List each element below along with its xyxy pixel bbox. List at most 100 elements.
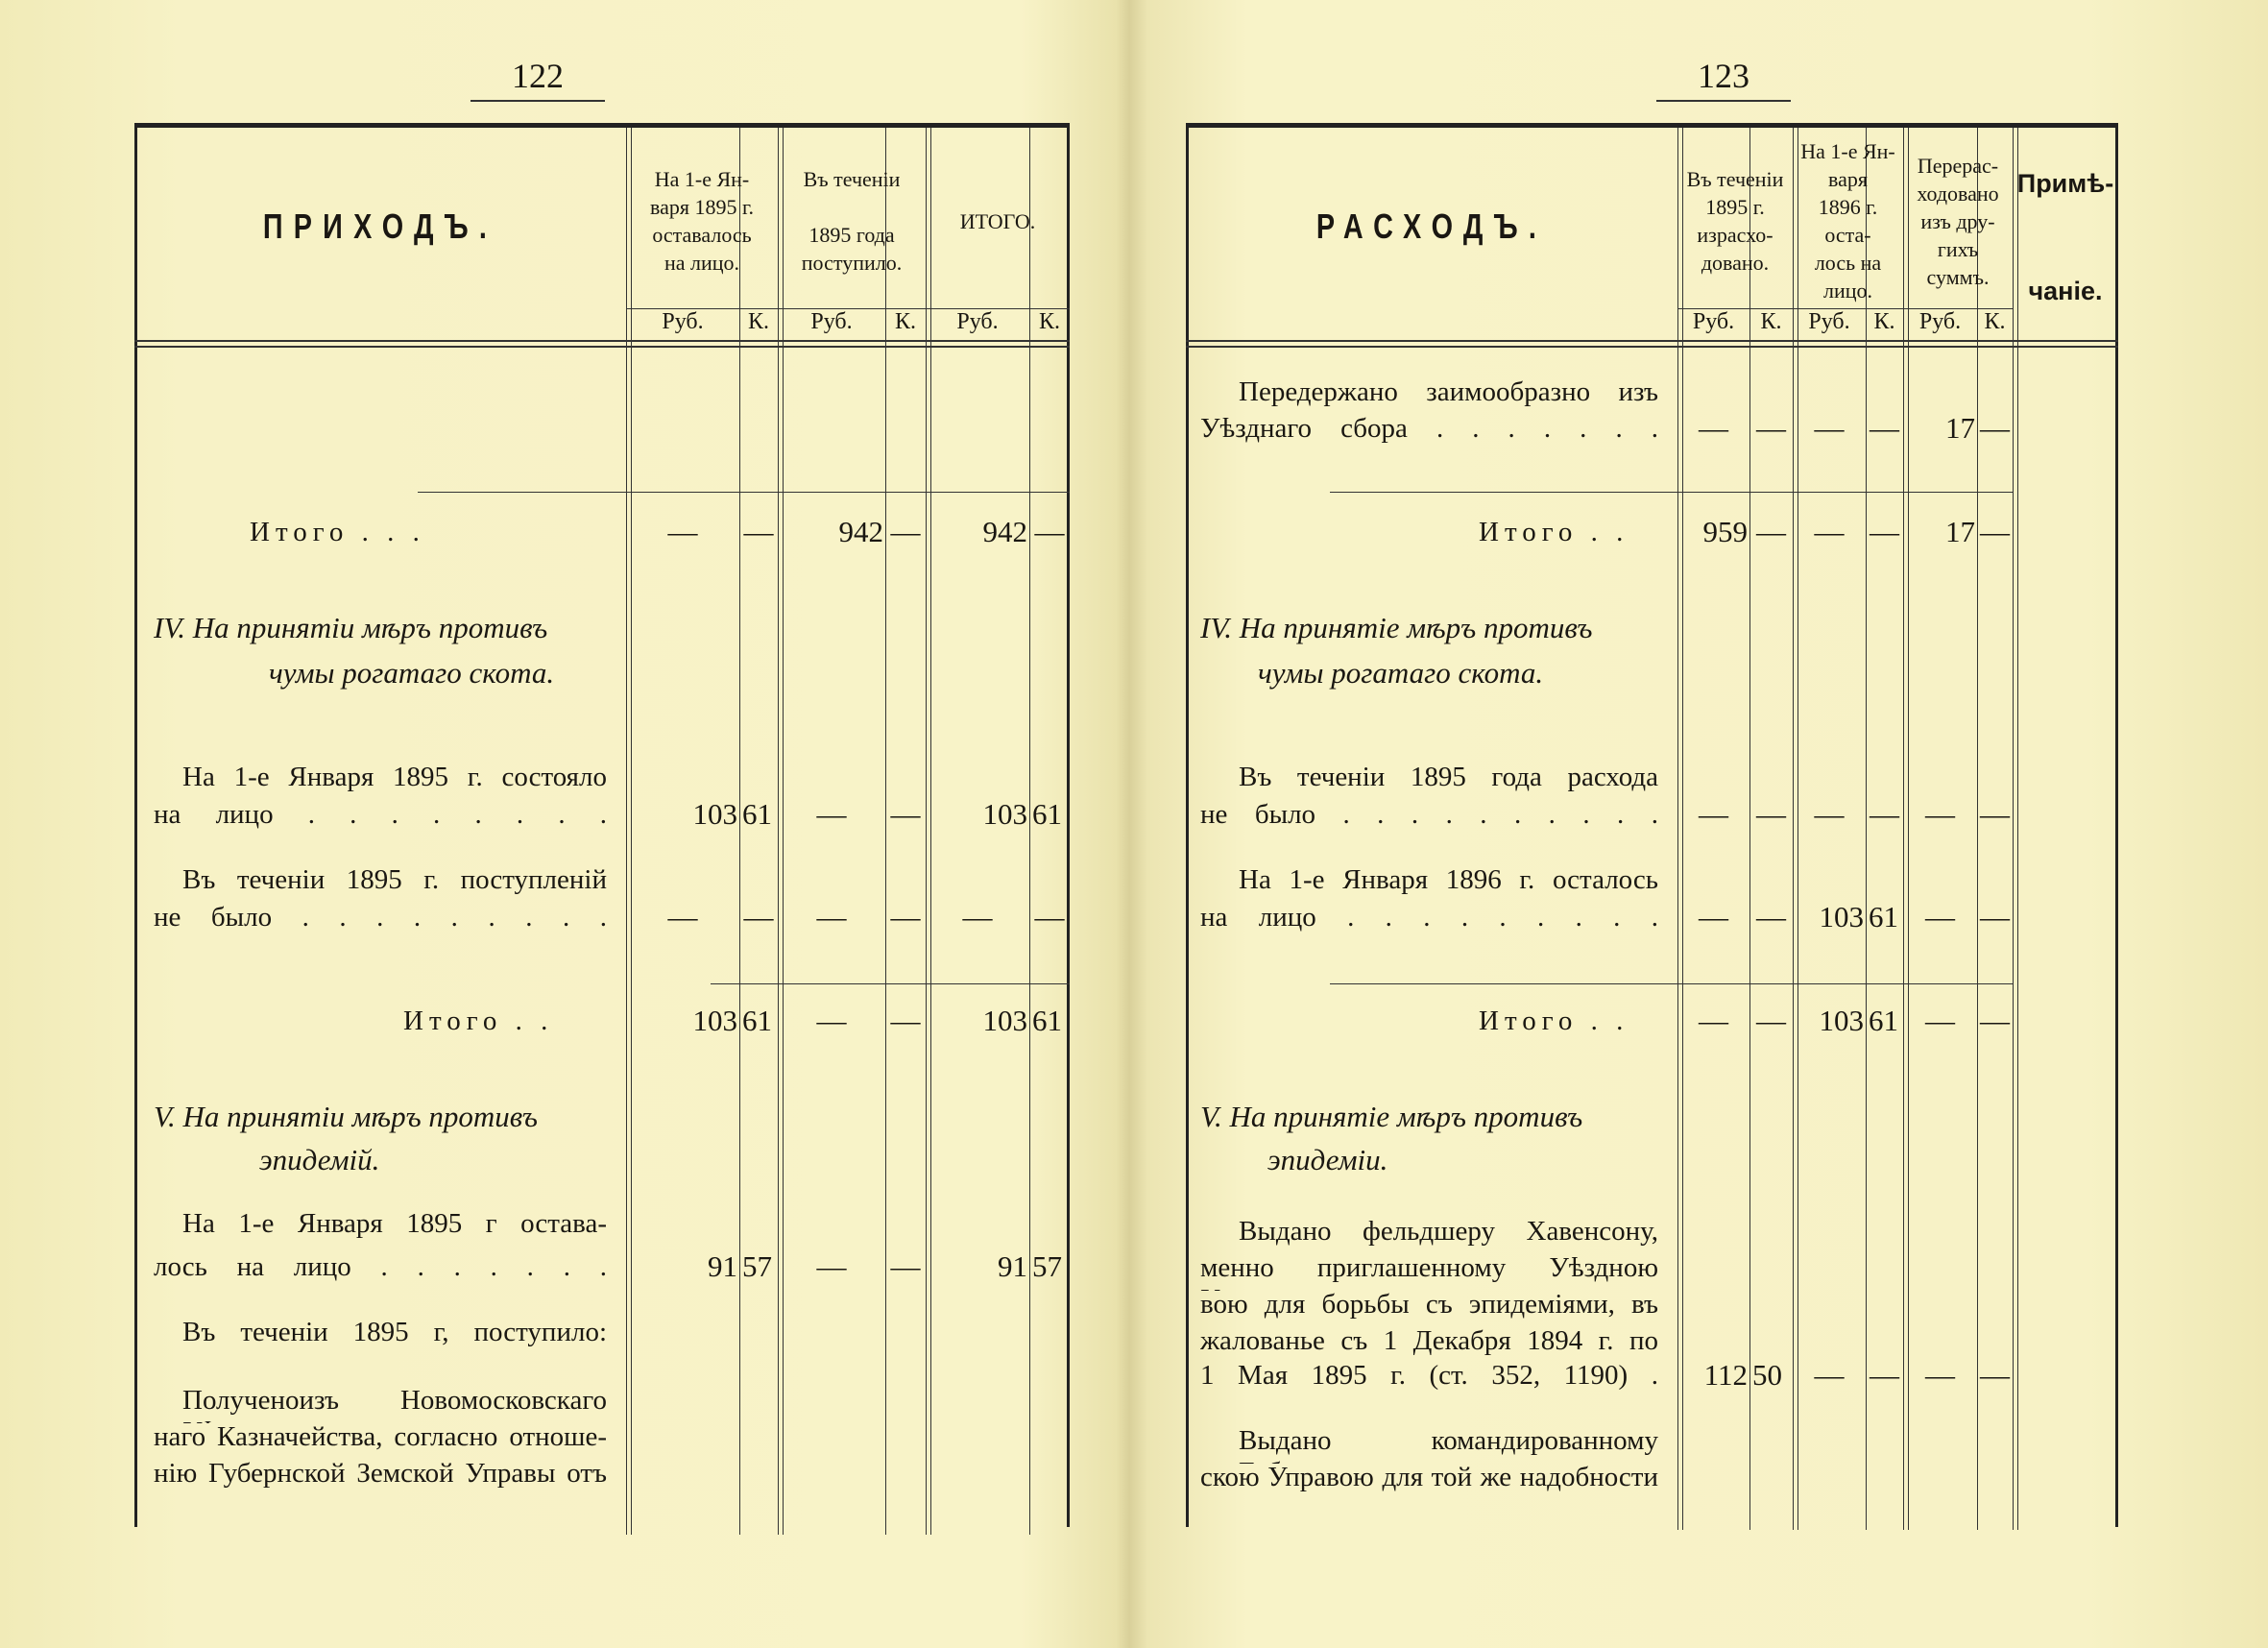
- section-title: ПРИХОДЪ.: [262, 206, 498, 246]
- row-text: менно приглашенному Уѣздною Упра-: [1200, 1252, 1658, 1291]
- amount-cell: —: [1756, 411, 1786, 445]
- total-rule: [1330, 492, 2013, 493]
- amount-cell: —: [1925, 900, 1955, 933]
- column-header-line: израсхо-: [1697, 223, 1773, 247]
- amount-cell: —: [1814, 797, 1845, 831]
- amount-cell: —: [816, 900, 847, 933]
- column-header-line: На 1-е Ян-: [1800, 139, 1895, 163]
- amount-cell: 50: [1752, 1358, 1782, 1392]
- amount-cell: —: [1699, 797, 1728, 831]
- total-label: Итого . . .: [250, 517, 425, 547]
- amount-cell: —: [1980, 1004, 2010, 1037]
- amount-cell: —: [890, 1004, 921, 1037]
- column-divider: [626, 128, 632, 1535]
- row-text: На 1-е Января 1895 г. состояло: [182, 762, 607, 792]
- amount-cell: —: [743, 515, 774, 548]
- column-divider: [885, 128, 886, 1535]
- column-header: Въ теченіи 1895 года поступило.: [778, 134, 926, 307]
- column-header-line: ИТОГО.: [959, 208, 1036, 233]
- unit-label: Руб.: [1808, 309, 1850, 334]
- section-heading: V. На принятіи мѣръ противъ: [154, 1100, 538, 1133]
- column-header-line: Примѣ-: [2016, 169, 2114, 198]
- column-header-line: изъ дру-: [1920, 208, 1995, 233]
- amount-cell: —: [1699, 900, 1728, 933]
- column-header-line: оста-: [1824, 223, 1871, 247]
- column-header-line: лось на: [1814, 251, 1882, 275]
- amount-cell: —: [816, 1004, 847, 1037]
- row-text: 1 Мая 1895 г. (ст. 352, 1190) .: [1200, 1360, 1658, 1391]
- amount-cell: —: [1980, 515, 2010, 548]
- total-rule: [711, 983, 1070, 984]
- unit-label: К.: [747, 309, 769, 334]
- column-header-line: суммъ.: [1926, 264, 1990, 289]
- amount-cell: —: [1756, 797, 1786, 831]
- column-header-line: лицо.: [1822, 279, 1873, 303]
- subheader-rule: [1677, 308, 2013, 309]
- column-header-line: варя: [1828, 167, 1868, 191]
- unit-label: Руб.: [1692, 309, 1735, 334]
- column-header-line: 1895 г.: [1705, 195, 1765, 219]
- column-header-line: довано.: [1701, 251, 1770, 275]
- amount-cell: 103: [692, 1004, 738, 1037]
- column-header-line: чаніе.: [2028, 277, 2103, 305]
- amount-cell: —: [1925, 1358, 1955, 1392]
- amount-cell: —: [890, 797, 921, 831]
- amount-cell: —: [1925, 1004, 1955, 1037]
- row-text: не было . . . . . . . . .: [154, 902, 607, 933]
- row-text: Уѣзднаго сбора . . . . . . .: [1200, 413, 1658, 444]
- column-header-line: Перерас-: [1917, 153, 1999, 178]
- amount-cell: 17: [1945, 515, 1975, 548]
- amount-cell: 91: [708, 1249, 737, 1283]
- amount-cell: 942: [982, 515, 1028, 548]
- amount-cell: —: [962, 900, 993, 933]
- row-text: Въ теченіи 1895 г, поступило:: [182, 1317, 607, 1347]
- unit-label: Руб.: [810, 309, 853, 334]
- amount-cell: —: [1814, 515, 1845, 548]
- column-divider: [1677, 128, 1683, 1530]
- amount-cell: —: [1034, 900, 1065, 933]
- amount-cell: 57: [1032, 1249, 1062, 1283]
- amount-cell: —: [1870, 797, 1899, 831]
- column-header: Перерас-ходовано изъ дру-гихъ суммъ.: [1903, 134, 2013, 307]
- amount-cell: 17: [1945, 411, 1975, 445]
- amount-cell: 61: [742, 1004, 772, 1037]
- amount-cell: —: [1980, 900, 2010, 933]
- row-text: На 1-е Января 1896 г. осталось: [1239, 864, 1658, 895]
- total-rule: [418, 492, 1070, 493]
- column-header: На 1-е Ян-варя 1896 г. оста-лось на лицо.: [1793, 134, 1903, 307]
- header-rule: [134, 340, 1070, 348]
- row-text: Выдано фельдшеру Хавенсону, вре-: [1239, 1216, 1658, 1254]
- row-text: Въ теченіи 1895 года расхода: [1239, 762, 1658, 792]
- column-divider: [778, 128, 784, 1535]
- section-heading: эпидемій.: [259, 1143, 380, 1176]
- amount-cell: —: [1870, 515, 1899, 548]
- section-heading: чумы рогатаго скота.: [1258, 656, 1544, 690]
- total-label: Итого . .: [1479, 517, 1629, 547]
- unit-label: К.: [1873, 309, 1895, 334]
- header-rule: [1186, 340, 2118, 348]
- amount-cell: —: [1980, 797, 2010, 831]
- total-rule: [1330, 983, 2013, 984]
- amount-cell: 103: [982, 797, 1028, 831]
- amount-cell: —: [1699, 1004, 1728, 1037]
- row-text: не было . . . . . . . . . .: [1200, 799, 1658, 830]
- column-header-line: на лицо.: [664, 251, 740, 275]
- column-header-line: Въ теченіи: [803, 167, 901, 191]
- row-text: вою для борьбы съ эпидеміями, въ: [1200, 1289, 1658, 1320]
- column-divider: [1866, 128, 1867, 1530]
- column-header-line: [778, 193, 926, 221]
- amount-cell: 61: [1032, 797, 1062, 831]
- amount-cell: —: [1980, 411, 2010, 445]
- row-text: на лицо . . . . . . . . .: [1200, 902, 1658, 933]
- unit-label: Руб.: [662, 309, 704, 334]
- row-text: Выдано командированному Губерн-: [1239, 1425, 1658, 1464]
- amount-cell: —: [667, 515, 698, 548]
- column-header: На 1-е Ян-варя 1895 г. оставалось на лицо.: [626, 134, 778, 307]
- amount-cell: —: [1756, 1004, 1786, 1037]
- section-heading: IV. На принятіе мѣръ противъ: [1200, 611, 1593, 644]
- amount-cell: —: [890, 515, 921, 548]
- column-header: Примѣ- чаніе.: [2013, 134, 2118, 340]
- unit-label: К.: [894, 309, 916, 334]
- row-text: на лицо . . . . . . . .: [154, 799, 607, 830]
- column-header-line: Въ теченіи: [1686, 167, 1784, 191]
